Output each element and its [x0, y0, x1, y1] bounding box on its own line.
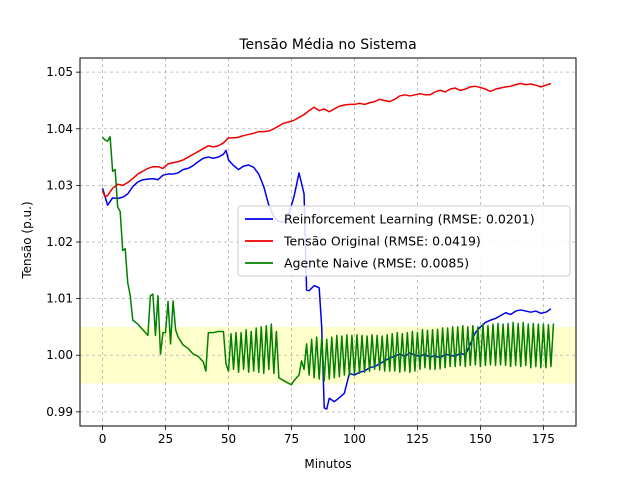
y-tick-label: 0.99 [46, 405, 73, 419]
legend-label-1: Tensão Original (RMSE: 0.0419) [283, 234, 481, 249]
legend-label-0: Reinforcement Learning (RMSE: 0.0201) [284, 212, 535, 227]
x-tick-label: 125 [406, 432, 429, 446]
y-tick-label: 1.00 [46, 348, 73, 362]
x-tick-label: 25 [158, 432, 173, 446]
y-tick-label: 1.02 [46, 235, 73, 249]
x-tick-label: 175 [532, 432, 555, 446]
y-tick-label: 1.04 [46, 122, 73, 136]
x-tick-label: 50 [221, 432, 236, 446]
x-tick-label: 0 [99, 432, 107, 446]
series-line-2 [101, 135, 555, 386]
y-axis-label: Tensão (p.u.) [20, 201, 34, 279]
legend-label-2: Agente Naive (RMSE: 0.0085) [284, 256, 469, 271]
x-tick-label: 150 [469, 432, 492, 446]
y-tick-label: 1.05 [46, 65, 73, 79]
legend-box [237, 205, 571, 277]
y-tick-label: 1.03 [46, 178, 73, 192]
series-line-1 [101, 82, 552, 198]
y-tick-label: 1.01 [46, 292, 73, 306]
x-axis-label: Minutos [304, 457, 351, 471]
x-tick-label: 75 [284, 432, 299, 446]
x-tick-label: 100 [343, 432, 366, 446]
chart-title: Tensão Média no Sistema [238, 37, 416, 53]
